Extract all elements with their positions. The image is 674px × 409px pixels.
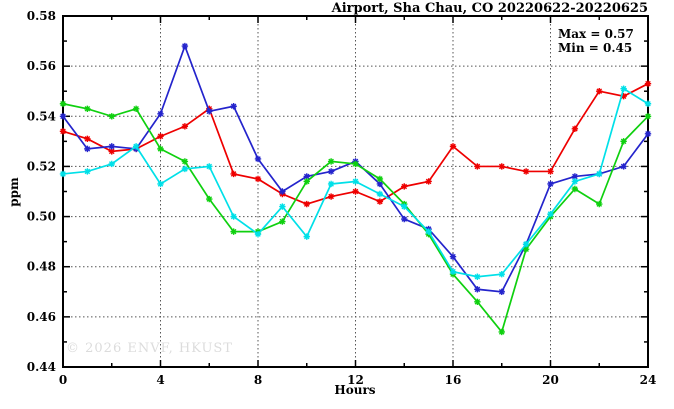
y-axis-label: ppm: [7, 177, 21, 207]
watermark: © 2026 ENVF, HKUST: [66, 341, 233, 356]
max-min-annotation: Max = 0.57 Min = 0.45: [558, 27, 634, 55]
plot-border: [62, 15, 649, 368]
y-tick-label: 0.46: [27, 310, 56, 324]
series-red-markers: [59, 80, 652, 208]
max-annotation: Max = 0.57: [558, 27, 634, 41]
y-tick-label: 0.56: [27, 59, 56, 73]
chart-title: Airport, Sha Chau, CO 20220622-20220625: [331, 1, 648, 16]
series-green-markers: [59, 100, 652, 336]
y-tick-label: 0.48: [27, 260, 56, 274]
x-tick-label: 8: [254, 373, 262, 387]
y-tick-label: 0.52: [27, 159, 56, 173]
x-tick-label: 4: [156, 373, 164, 387]
x-tick-label: 12: [347, 373, 364, 387]
x-tick-label: 0: [59, 373, 67, 387]
series-cyan-markers: [59, 85, 652, 280]
x-tick-label: 20: [542, 373, 559, 387]
y-tick-label: 0.44: [27, 360, 56, 374]
x-tick-label: 24: [640, 373, 657, 387]
x-axis-label: Hours: [334, 383, 376, 397]
y-tick-label: 0.58: [27, 9, 56, 23]
y-tick-label: 0.50: [27, 210, 56, 224]
min-annotation: Min = 0.45: [558, 41, 633, 55]
series-green-line: [62, 102, 649, 334]
series-red-line: [62, 82, 649, 205]
y-tick-label: 0.54: [27, 109, 56, 123]
x-tick-label: 16: [445, 373, 462, 387]
